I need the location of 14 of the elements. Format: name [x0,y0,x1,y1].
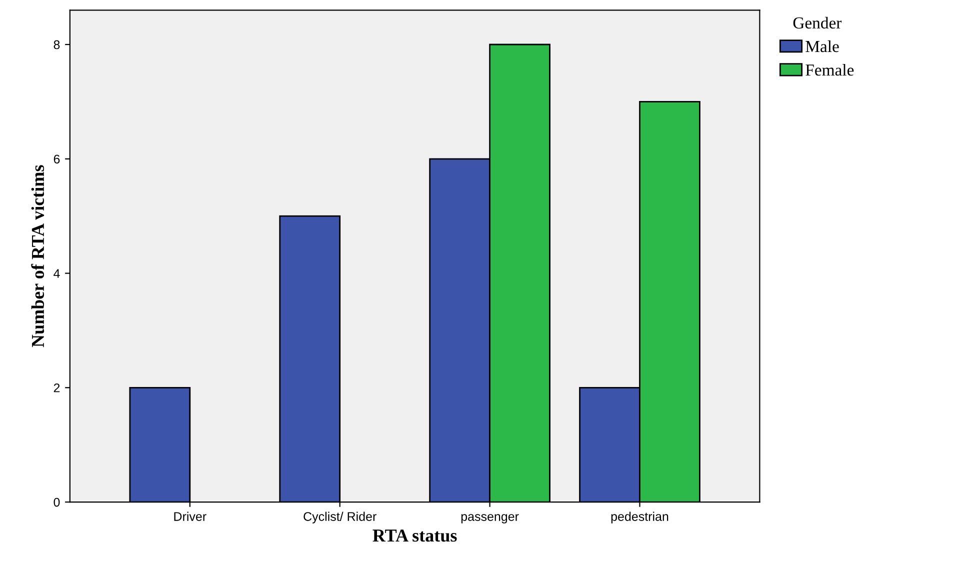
y-tick-label: 8 [54,40,60,50]
legend-label: Male [806,40,839,52]
x-tick-label: Cyclist/ Rider [304,512,376,524]
y-tick-label: 0 [54,498,60,507]
x-tick-label: pedestrian [611,512,668,524]
x-tick-label: Driver [174,512,206,521]
y-tick-label: 6 [54,154,60,164]
y-axis-title: Number of RTA victims [31,165,44,348]
x-axis-title: RTA status [372,530,457,542]
legend-label: Female [806,64,854,76]
y-tick-label: 2 [54,383,60,392]
legend-title: Gender [793,16,842,29]
y-tick-label: 4 [54,269,60,278]
x-tick-label: passenger [461,514,519,524]
